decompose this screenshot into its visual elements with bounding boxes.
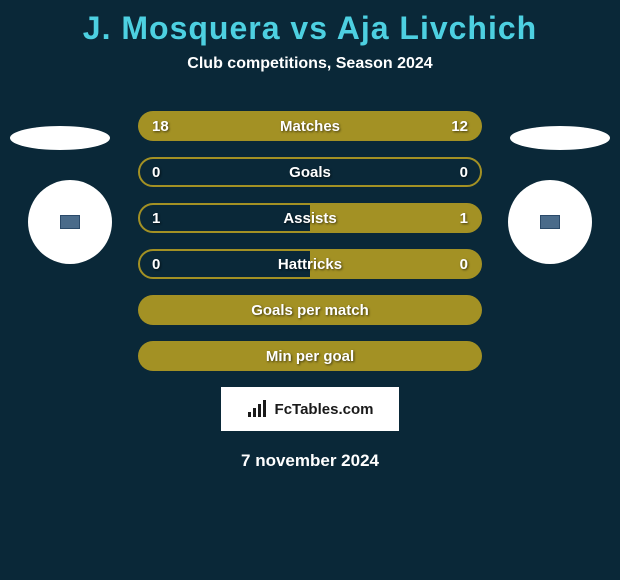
stat-label: Matches [169,118,452,135]
stat-left-value: 0 [152,256,160,273]
stat-right-value: 0 [460,256,468,273]
main-container: J. Mosquera vs Aja Livchich Club competi… [0,0,620,471]
date-text: 7 november 2024 [0,451,620,471]
badge-icon-left [60,215,80,229]
stats-area: 18 Matches 12 0 Goals 0 1 Assists 1 [138,111,482,371]
flag-ellipse-left [10,126,110,150]
stat-label: Min per goal [152,348,468,365]
stat-left-value: 1 [152,210,160,227]
stat-right-value: 0 [460,164,468,181]
branding-badge: FcTables.com [221,387,399,431]
page-title: J. Mosquera vs Aja Livchich [0,10,620,47]
stat-right-value: 12 [451,118,468,135]
flag-ellipse-right [510,126,610,150]
stat-row-hattricks: 0 Hattricks 0 [138,249,482,279]
stat-label: Assists [160,210,459,227]
page-subtitle: Club competitions, Season 2024 [0,55,620,73]
stat-label: Goals [160,164,459,181]
stat-row-gpm: Goals per match [138,295,482,325]
stat-row-mpg: Min per goal [138,341,482,371]
stat-row-matches: 18 Matches 12 [138,111,482,141]
chart-icon [247,400,269,418]
branding-text: FcTables.com [275,401,374,418]
player-badge-right [508,180,592,264]
stat-left-value: 0 [152,164,160,181]
player-badge-left [28,180,112,264]
stat-right-value: 1 [460,210,468,227]
stat-row-assists: 1 Assists 1 [138,203,482,233]
stat-row-goals: 0 Goals 0 [138,157,482,187]
stat-label: Goals per match [152,302,468,319]
stat-label: Hattricks [160,256,459,273]
stat-left-value: 18 [152,118,169,135]
badge-icon-right [540,215,560,229]
